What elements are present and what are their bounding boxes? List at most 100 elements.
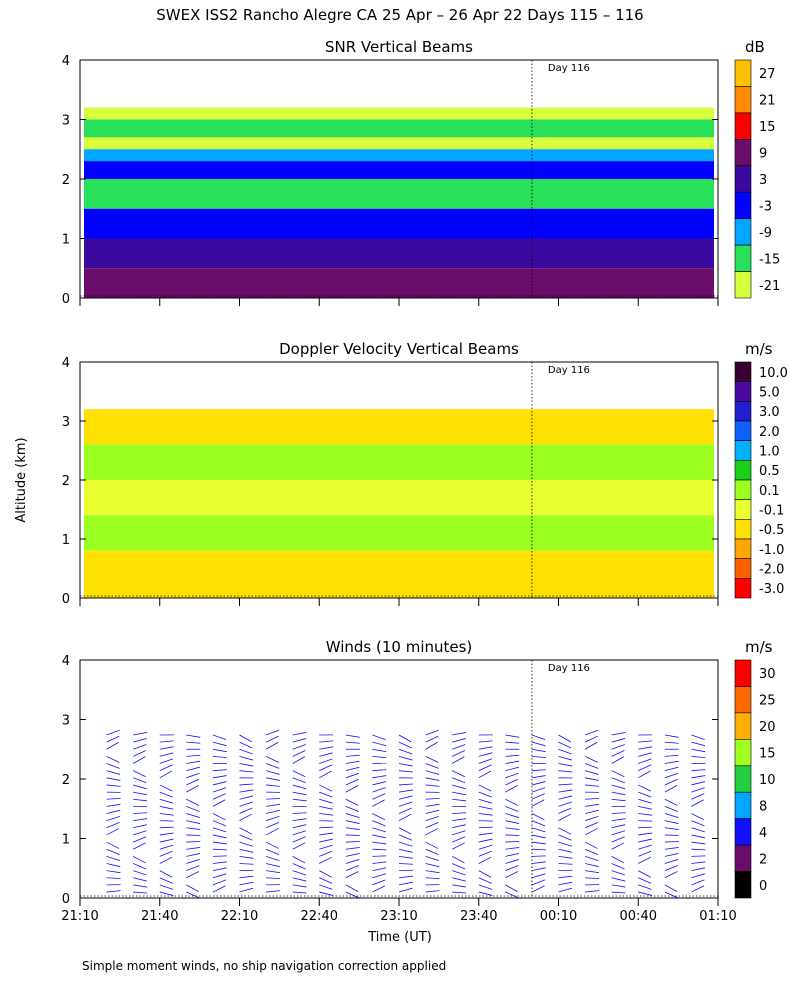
wind-barb	[665, 872, 678, 878]
y-tick-label: 1	[62, 533, 70, 548]
wind-barb	[479, 814, 493, 816]
wind-barb	[133, 738, 147, 742]
wind-barb	[133, 757, 145, 764]
wind-barb	[186, 853, 200, 856]
wind-barb	[399, 796, 413, 799]
wind-barb	[559, 764, 573, 767]
wind-barb	[479, 878, 492, 884]
wind-barb	[612, 856, 624, 863]
wind-barb	[638, 839, 652, 842]
wind-barb	[399, 849, 413, 852]
x-tick-label: 01:10	[699, 909, 736, 924]
wind-barb	[213, 842, 227, 844]
colorbar-label: 25	[759, 694, 776, 709]
wind-barb	[505, 735, 519, 737]
wind-barb	[107, 798, 121, 799]
wind-barb	[638, 851, 651, 856]
wind-barb	[399, 876, 413, 878]
wind-barb	[293, 792, 307, 795]
colorbar-swatch	[735, 113, 751, 139]
wind-barb	[505, 847, 519, 849]
wind-barb	[240, 863, 254, 864]
wind-barb	[240, 849, 254, 852]
wind-barb	[160, 827, 174, 828]
wind-barb	[532, 735, 545, 740]
wind-barb	[452, 744, 465, 749]
colorbar-swatch	[735, 792, 751, 818]
wind-barb	[479, 753, 493, 757]
wind-barb	[107, 810, 121, 813]
colorbar-swatch	[735, 519, 751, 539]
wind-barb	[426, 810, 440, 813]
heatmap-band	[84, 515, 714, 550]
wind-barb	[665, 828, 679, 830]
wind-barb	[532, 788, 545, 793]
wind-barb	[691, 862, 705, 864]
day-marker-label: Day 116	[548, 63, 590, 74]
wind-barb	[585, 816, 598, 820]
wind-barb	[638, 871, 650, 878]
colorbar-swatch	[735, 86, 751, 112]
wind-barb	[319, 878, 332, 884]
wind-barb	[372, 742, 386, 746]
wind-barb	[612, 892, 626, 893]
wind-barb	[293, 771, 306, 777]
wind-barb	[638, 833, 652, 835]
wind-barb	[372, 849, 386, 850]
wind-barb	[133, 825, 147, 828]
colorbar-swatch	[735, 766, 751, 792]
wind-barb	[186, 735, 200, 737]
wind-barb	[559, 749, 572, 754]
wind-barb	[293, 785, 306, 789]
wind-barb	[532, 776, 546, 778]
wind-barb	[293, 757, 305, 764]
wind-barb	[293, 878, 307, 881]
wind-barb	[213, 756, 227, 757]
wind-barb	[559, 842, 572, 846]
wind-barb	[559, 784, 573, 785]
wind-barb	[319, 845, 332, 849]
wind-barb	[452, 878, 466, 881]
wind-barb	[585, 810, 599, 813]
colorbar-label: 10.0	[759, 366, 788, 381]
wind-barb	[107, 756, 120, 762]
wind-barb	[240, 828, 252, 834]
colorbar-label: 0	[759, 879, 767, 894]
colorbar-label: -9	[759, 226, 772, 241]
wind-barb	[399, 856, 413, 858]
wind-barb	[585, 804, 599, 806]
wind-barb	[612, 778, 625, 783]
wind-barb	[505, 785, 517, 792]
wind-barb	[612, 785, 625, 789]
wind-barb	[399, 814, 411, 821]
wind-barb	[505, 835, 519, 836]
wind-barb	[505, 755, 519, 756]
colorbar-swatch	[735, 60, 751, 86]
wind-barb	[160, 753, 174, 757]
wind-barb	[213, 828, 226, 832]
wind-barb	[665, 785, 677, 792]
wind-barb	[107, 785, 121, 786]
wind-barb	[479, 839, 493, 842]
wind-barb	[266, 778, 280, 781]
wind-barb	[612, 751, 625, 757]
wind-barb	[638, 741, 652, 742]
wind-barb	[213, 874, 226, 878]
wind-barb	[346, 735, 360, 737]
wind-barb	[160, 799, 173, 803]
wind-barb	[532, 828, 545, 832]
wind-barb	[266, 804, 280, 806]
wind-barb	[266, 730, 279, 735]
wind-barb	[319, 892, 333, 895]
wind-barb	[505, 806, 518, 811]
wind-barb	[638, 799, 651, 803]
wind-barb	[426, 816, 439, 820]
wind-barb	[505, 859, 518, 863]
wind-barb	[505, 821, 519, 824]
x-tick-label: 23:40	[460, 909, 497, 924]
panel-title: Winds (10 minutes)	[326, 638, 473, 656]
wind-barb	[266, 785, 280, 786]
colorbar-swatch	[735, 166, 751, 192]
wind-barb	[479, 857, 491, 863]
